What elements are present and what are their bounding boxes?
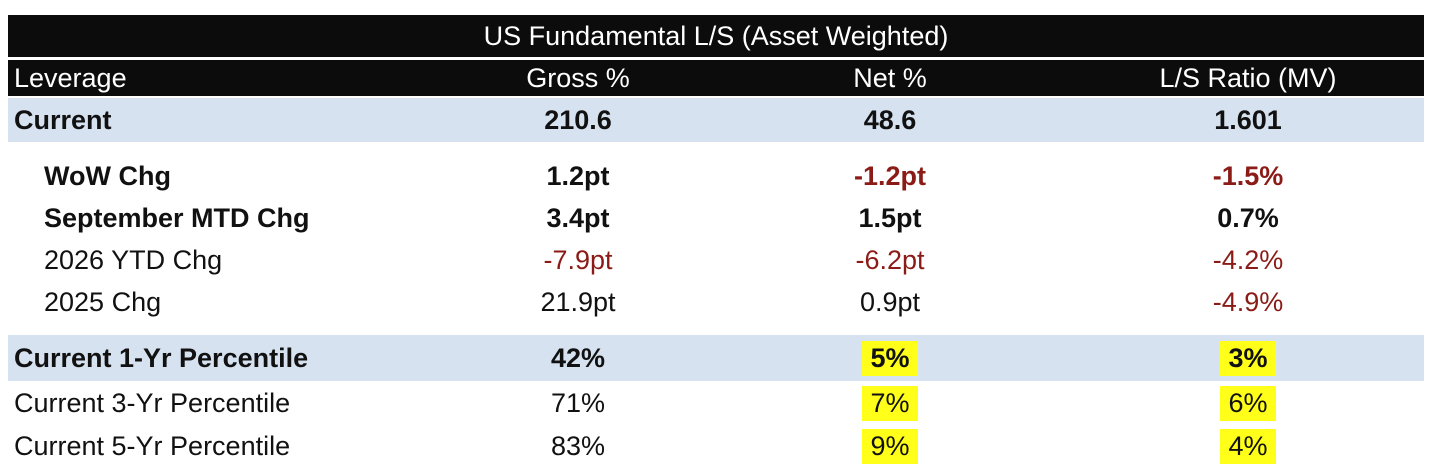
row-label: 2025 Chg <box>44 286 162 317</box>
net-value: 48.6 <box>863 104 917 135</box>
net-value-cell: 9% <box>790 425 990 467</box>
gross-value: 71% <box>550 387 606 418</box>
net-value: 0.9pt <box>859 286 921 317</box>
ratio-value: 0.7% <box>1217 202 1279 233</box>
ratio-value: -1.5% <box>1212 160 1284 191</box>
header-net: Net % <box>853 62 927 93</box>
gross-value: 83% <box>550 430 606 461</box>
net-value-highlight: 5% <box>862 340 918 376</box>
ratio-value: -4.2% <box>1212 244 1284 275</box>
ratio-value-highlight: 6% <box>1220 385 1276 421</box>
net-value: 1.5pt <box>858 202 922 233</box>
ratio-value: -4.9% <box>1212 286 1284 317</box>
table-row-3yr-percentile: Current 3-Yr Percentile 71% 7% 6% <box>8 381 1424 425</box>
gross-value: 210.6 <box>544 104 612 135</box>
gross-value: 42% <box>550 342 606 373</box>
gross-value: 3.4pt <box>546 202 610 233</box>
header-leverage: Leverage <box>14 62 127 93</box>
net-value-highlight: 9% <box>862 428 918 464</box>
row-label: Current 3-Yr Percentile <box>14 387 291 418</box>
table-row-wow: WoW Chg 1.2pt -1.2pt -1.5% <box>8 155 1424 197</box>
row-label: 2026 YTD Chg <box>44 244 223 275</box>
table-row-2025: 2025 Chg 21.9pt 0.9pt -4.9% <box>8 281 1424 323</box>
net-value: -6.2pt <box>855 244 925 275</box>
header-ls-ratio: L/S Ratio (MV) <box>1159 62 1337 93</box>
table-row-mtd: September MTD Chg 3.4pt 1.5pt 0.7% <box>8 197 1424 239</box>
ratio-value-highlight: 4% <box>1220 428 1276 464</box>
gross-value: -7.9pt <box>543 244 613 275</box>
table-title: US Fundamental L/S (Asset Weighted) <box>8 15 1424 57</box>
row-label: Current <box>14 104 112 135</box>
table-row-1yr-percentile: Current 1-Yr Percentile 42% 5% 3% <box>8 335 1424 381</box>
net-value-cell: 5% <box>790 335 990 381</box>
row-label: WoW Chg <box>44 160 171 191</box>
row-label: Current 5-Yr Percentile <box>14 430 291 461</box>
gross-value: 1.2pt <box>546 160 610 191</box>
table-row-5yr-percentile: Current 5-Yr Percentile 83% 9% 4% <box>8 425 1424 467</box>
header-gross: Gross % <box>526 62 630 93</box>
table-row-ytd: 2026 YTD Chg -7.9pt -6.2pt -4.2% <box>8 239 1424 281</box>
row-label: September MTD Chg <box>44 202 310 233</box>
net-value-highlight: 7% <box>862 385 918 421</box>
gross-value: 21.9pt <box>540 286 616 317</box>
ratio-value-cell: 3% <box>1148 335 1348 381</box>
ratio-value-highlight: 3% <box>1220 340 1276 376</box>
ratio-value-cell: 4% <box>1148 425 1348 467</box>
table-row-current: Current 210.6 48.6 1.601 <box>8 98 1424 142</box>
net-value: -1.2pt <box>853 160 926 191</box>
ratio-value-cell: 6% <box>1148 381 1348 425</box>
net-value-cell: 7% <box>790 381 990 425</box>
ratio-value: 1.601 <box>1214 104 1282 135</box>
row-label: Current 1-Yr Percentile <box>14 342 309 373</box>
column-header-row: Leverage Gross % Net % L/S Ratio (MV) <box>8 60 1424 96</box>
